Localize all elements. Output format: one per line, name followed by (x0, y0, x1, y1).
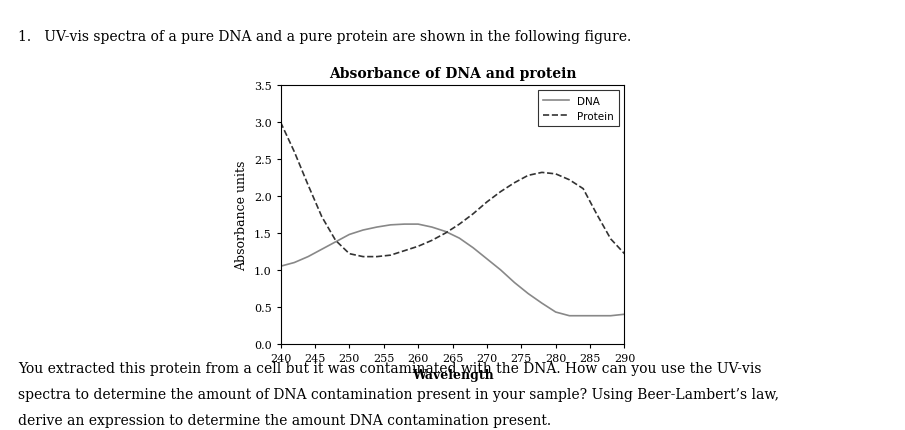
DNA (357, 228, 368, 233)
Text: spectra to determine the amount of DNA contamination present in your sample? Usi: spectra to determine the amount of DNA c… (18, 387, 779, 401)
DNA (344, 232, 355, 237)
DNA (605, 313, 616, 319)
Protein (440, 231, 451, 236)
Protein (317, 215, 328, 220)
Protein (357, 255, 368, 260)
DNA (275, 264, 286, 269)
DNA (440, 229, 451, 234)
Protein (399, 249, 410, 254)
Protein (344, 252, 355, 257)
Protein (481, 200, 492, 205)
Text: 1.   UV-vis spectra of a pure DNA and a pure protein are shown in the following : 1. UV-vis spectra of a pure DNA and a pu… (18, 30, 632, 44)
DNA (619, 312, 630, 317)
Protein (289, 150, 300, 155)
Protein (523, 173, 534, 178)
Protein (413, 244, 424, 249)
DNA (426, 225, 437, 230)
DNA (302, 255, 313, 260)
Protein (592, 212, 603, 218)
DNA (386, 223, 396, 228)
Line: DNA: DNA (281, 224, 624, 316)
DNA (509, 280, 519, 286)
Legend: DNA, Protein: DNA, Protein (538, 91, 619, 127)
DNA (289, 260, 300, 265)
Protein (426, 238, 437, 243)
Text: You extracted this protein from a cell but it was contaminated with the DNA. How: You extracted this protein from a cell b… (18, 361, 762, 375)
DNA (399, 222, 410, 227)
Protein (537, 170, 548, 175)
DNA (371, 225, 382, 230)
Y-axis label: Absorbance units: Absorbance units (235, 160, 248, 270)
Protein (371, 255, 382, 260)
DNA (592, 313, 603, 319)
Protein (275, 120, 286, 126)
Protein (550, 172, 561, 177)
X-axis label: Wavelength: Wavelength (412, 369, 493, 381)
DNA (481, 257, 492, 262)
Protein (577, 187, 588, 192)
Protein (619, 252, 630, 257)
DNA (523, 291, 534, 296)
Protein (468, 212, 479, 217)
DNA (454, 236, 465, 241)
Text: derive an expression to determine the amount DNA contamination present.: derive an expression to determine the am… (18, 413, 551, 427)
Protein (605, 237, 616, 242)
Protein (564, 178, 575, 183)
DNA (468, 246, 479, 251)
DNA (495, 268, 506, 273)
Protein (495, 190, 506, 195)
DNA (537, 301, 548, 306)
DNA (317, 247, 328, 252)
Protein (386, 253, 396, 258)
DNA (564, 313, 575, 319)
Line: Protein: Protein (281, 123, 624, 257)
DNA (330, 240, 341, 245)
DNA (413, 222, 424, 227)
DNA (577, 313, 588, 319)
DNA (550, 310, 561, 315)
Protein (302, 183, 313, 188)
Protein (509, 181, 519, 186)
Protein (454, 222, 465, 227)
Title: Absorbance of DNA and protein: Absorbance of DNA and protein (329, 67, 576, 81)
Protein (330, 238, 341, 243)
